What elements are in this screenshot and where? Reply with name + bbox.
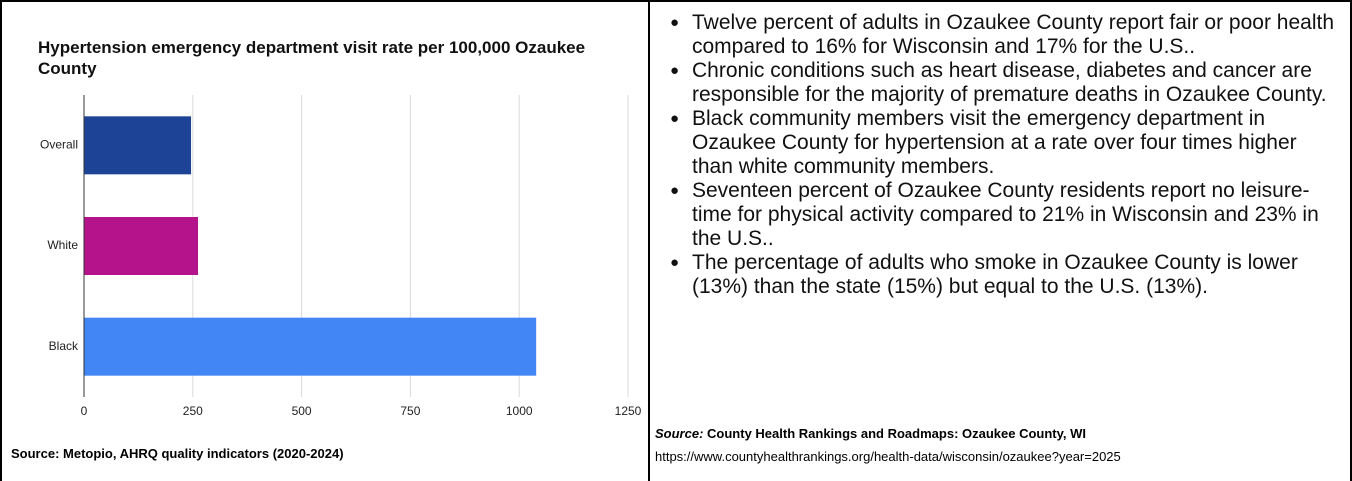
bullet: Seventeen percent of Ozaukee County resi… xyxy=(670,179,1342,251)
y-tick-label: White xyxy=(47,238,78,252)
y-tick-label: Overall xyxy=(40,138,78,152)
x-tick-label: 1250 xyxy=(615,404,642,418)
x-tick-label: 1000 xyxy=(506,404,533,418)
bar xyxy=(84,116,192,175)
chart-title: Hypertension emergency department visit … xyxy=(38,38,586,78)
bullet: Twelve percent of adults in Ozaukee Coun… xyxy=(670,11,1342,59)
bar xyxy=(84,217,199,275)
source: Source: County Health Rankings and Roadm… xyxy=(655,422,1121,468)
chart-source: Source: Metopio, AHRQ quality indicators… xyxy=(11,446,344,461)
x-tick-label: 0 xyxy=(81,404,88,418)
source-name: County Health Rankings and Roadmaps: Oza… xyxy=(707,426,1086,441)
bullet-list: Twelve percent of adults in Ozaukee Coun… xyxy=(670,11,1342,299)
chart: 0 250 500 750 1000 1250 Overall White Black xyxy=(40,95,642,418)
source-line: Source: County Health Rankings and Roadm… xyxy=(655,422,1121,445)
divider xyxy=(648,2,650,481)
source-url: https://www.countyhealthrankings.org/hea… xyxy=(655,449,1121,464)
y-tick-label: Black xyxy=(49,339,79,353)
bullet: The percentage of adults who smoke in Oz… xyxy=(670,251,1342,299)
x-tick-label: 750 xyxy=(400,404,420,418)
bullet: Black community members visit the emerge… xyxy=(670,107,1342,179)
x-tick-label: 250 xyxy=(183,404,203,418)
bar xyxy=(84,317,537,376)
x-tick-label: 500 xyxy=(292,404,312,418)
source-label: Source: xyxy=(655,426,704,441)
bullet: Chronic conditions such as heart disease… xyxy=(670,59,1342,107)
